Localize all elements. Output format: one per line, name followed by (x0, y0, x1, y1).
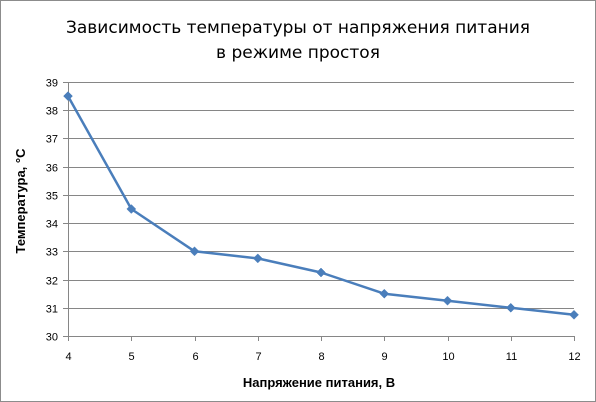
y-tick-label-34: 34 (46, 219, 58, 231)
y-tick-label-30: 30 (46, 332, 58, 344)
chart-title-line-2: в режиме простоя (216, 43, 380, 63)
x-tick-label-6: 6 (192, 351, 198, 363)
y-axis-title: Температура, °С (13, 148, 28, 254)
y-tick-label-33: 33 (46, 247, 58, 259)
series-line-0 (66, 95, 575, 317)
data-point-8 (316, 267, 326, 278)
y-tick-label-31: 31 (46, 304, 58, 316)
data-point-6 (189, 246, 200, 257)
y-tick-label-37: 37 (46, 134, 58, 146)
series-line (66, 95, 575, 317)
x-tick-label-5: 5 (128, 351, 134, 363)
y-tick-label-39: 39 (46, 78, 58, 90)
y-tick-label-36: 36 (46, 163, 58, 175)
axes (63, 82, 575, 341)
x-tick-label-12: 12 (568, 351, 580, 363)
chart-title-line-1: Зависимость температуры от напряжения пи… (66, 18, 530, 38)
data-point-12 (569, 309, 579, 320)
x-tick-label-7: 7 (255, 351, 261, 363)
x-axis-title: Напряжение питания, В (243, 375, 395, 390)
data-point-11 (505, 302, 516, 313)
x-tick-label-11: 11 (506, 351, 517, 363)
y-tick-label-32: 32 (46, 276, 58, 288)
data-point-markers (63, 91, 579, 320)
x-tick-label-8: 8 (318, 351, 324, 363)
x-tick-label-4: 4 (65, 351, 71, 363)
y-tick-labels: 30 31 32 33 34 35 36 37 38 39 (46, 78, 58, 344)
x-tick-label-10: 10 (442, 351, 454, 363)
x-tick-label-9: 9 (381, 351, 387, 363)
y-tick-label-38: 38 (46, 106, 58, 118)
data-point-5 (126, 204, 137, 214)
x-tick-labels: 4 5 6 7 8 9 10 11 12 (65, 351, 580, 363)
y-tick-label-35: 35 (46, 191, 58, 203)
data-point-9 (379, 288, 390, 299)
data-point-7 (252, 253, 263, 264)
data-point-4 (63, 91, 73, 101)
data-point-10 (442, 295, 453, 306)
